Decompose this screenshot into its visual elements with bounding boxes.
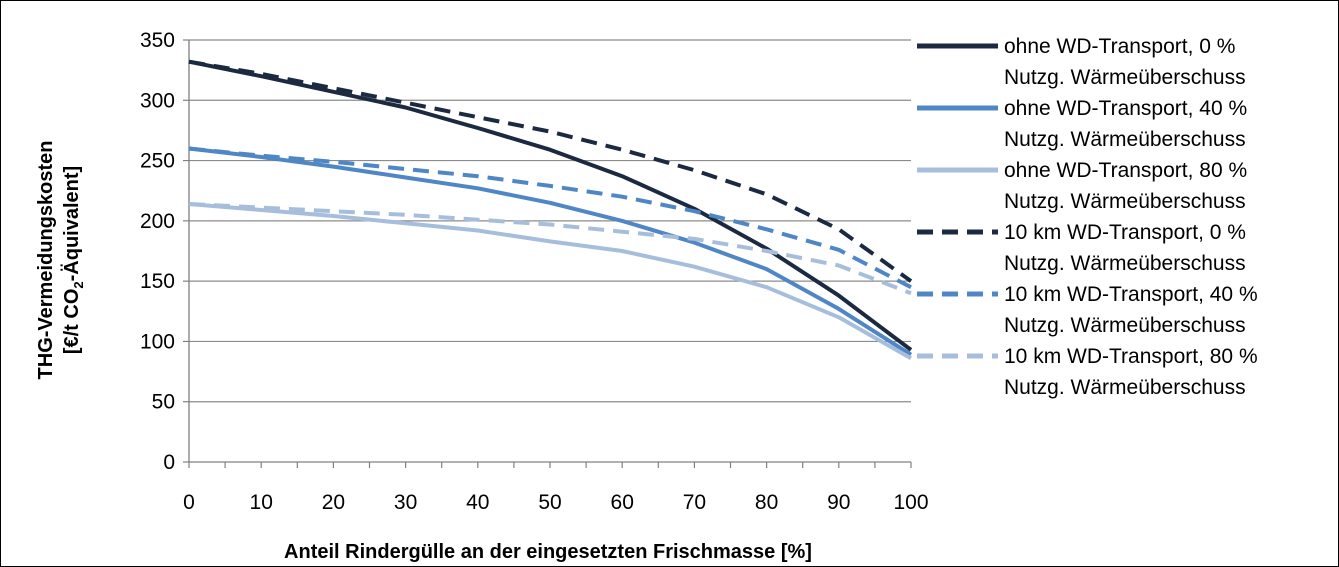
legend-label-3-line2: Nutzg. Wärmeüberschuss: [1004, 190, 1246, 213]
legend: ohne WD-Transport, 0 % Nutzg. Wärmeübersc…: [917, 35, 1258, 399]
series-line-6: [188, 202, 912, 296]
series-line-5: [188, 146, 912, 289]
series-lines: [188, 59, 913, 361]
x-tick-label-20: 20: [322, 491, 345, 514]
x-tick-label-100: 100: [893, 491, 928, 514]
y-tick-label-300: 300: [140, 89, 175, 112]
legend-label-1-line2: Nutzg. Wärmeüberschuss: [1004, 66, 1246, 89]
y-axis-title-line2-group: [€/t CO2-Äquivalent]: [60, 166, 86, 354]
y-tick-label-100: 100: [140, 330, 175, 353]
y-tick-label-150: 150: [140, 270, 175, 293]
legend-label-2-line2: Nutzg. Wärmeüberschuss: [1004, 128, 1246, 151]
legend-label-5-line1: 10 km WD-Transport, 40 %: [1004, 283, 1258, 306]
x-tick-label-0: 0: [183, 491, 195, 514]
series-line-4: [188, 59, 913, 283]
legend-label-6-line2: Nutzg. Wärmeüberschuss: [1004, 376, 1246, 399]
x-tick-label-60: 60: [611, 491, 634, 514]
legend-label-5-line2: Nutzg. Wärmeüberschuss: [1004, 314, 1246, 337]
y-axis-title-group: THG-Vermeidungskosten: [35, 141, 57, 380]
legend-label-4-line1: 10 km WD-Transport, 0 %: [1004, 221, 1246, 244]
series-line-1: [188, 59, 913, 352]
legend-label-6-line1: 10 km WD-Transport, 80 %: [1004, 345, 1258, 368]
legend-label-4-line2: Nutzg. Wärmeüberschuss: [1004, 252, 1246, 275]
y-axis-title-line2: [€/t CO2-Äquivalent]: [60, 166, 86, 354]
y-axis-title-line1: THG-Vermeidungskosten: [35, 141, 57, 380]
x-tick-label-50: 50: [538, 491, 561, 514]
x-tick-label-30: 30: [394, 491, 417, 514]
y-tick-label-200: 200: [140, 210, 175, 233]
y-axis-title-line2-post: -Äquivalent]: [60, 166, 83, 282]
y-axis-title-line2-sub: 2: [71, 281, 86, 288]
y-tick-label-0: 0: [163, 451, 175, 474]
y-tick-label-250: 250: [140, 150, 175, 173]
x-tick-label-90: 90: [827, 491, 850, 514]
y-tick-label-50: 50: [152, 391, 175, 414]
gridlines: [189, 39, 911, 403]
legend-label-3-line1: ohne WD-Transport, 80 %: [1004, 159, 1247, 182]
y-axis-title-line2-pre: [€/t CO: [61, 289, 83, 355]
x-tick-label-70: 70: [683, 491, 706, 514]
x-tick-label-80: 80: [755, 491, 778, 514]
y-tick-label-350: 350: [140, 29, 175, 52]
legend-label-1-line1: ohne WD-Transport, 0 %: [1004, 35, 1235, 58]
series-line-3: [188, 202, 912, 361]
series-line-2: [188, 146, 913, 357]
x-tick-label-10: 10: [250, 491, 273, 514]
x-axis-title: Anteil Rindergülle an der eingesetzten F…: [284, 541, 812, 563]
x-tick-label-40: 40: [466, 491, 489, 514]
axes: 0 50 100 150 200 250 300 350 0 10 20 30 40 50 60 70 80 90…: [140, 29, 929, 514]
legend-label-2-line1: ohne WD-Transport, 40 %: [1004, 97, 1247, 120]
